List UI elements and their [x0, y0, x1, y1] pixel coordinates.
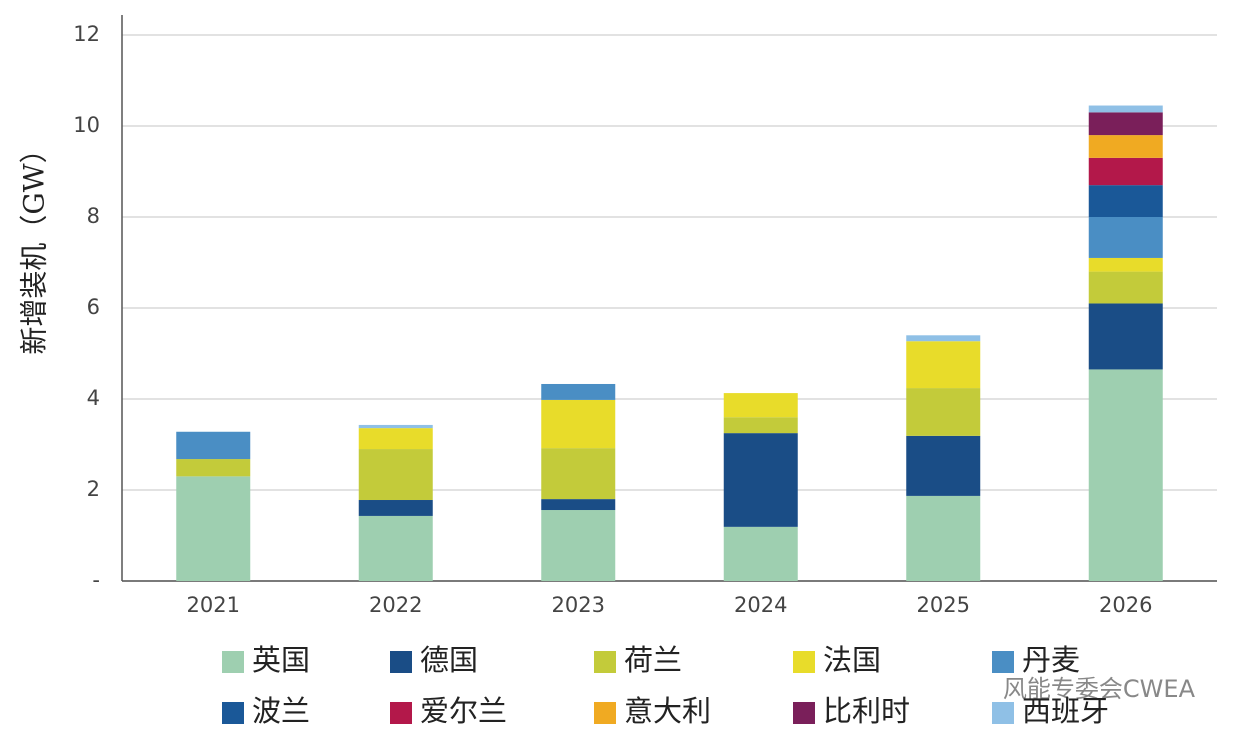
bar-segment — [1088, 303, 1163, 370]
y-tick-label: 8 — [87, 204, 100, 228]
y-tick-label: 12 — [73, 22, 100, 46]
legend-label: 丹麦 — [1022, 643, 1080, 677]
bar-segment — [176, 459, 251, 477]
bar-segment — [906, 335, 981, 342]
bar-segment — [541, 399, 616, 449]
bar-segment — [723, 526, 798, 581]
legend-label: 法国 — [823, 643, 881, 677]
legend-swatch — [793, 702, 815, 724]
y-tick-label: 2 — [87, 477, 100, 501]
legend-swatch — [992, 702, 1014, 724]
legend-swatch — [222, 651, 244, 673]
bar-segment — [906, 388, 981, 436]
y-tick-label: 4 — [87, 386, 100, 410]
x-tick-label: 2023 — [552, 593, 605, 617]
legend-swatch — [390, 702, 412, 724]
bar-segment — [541, 448, 616, 500]
legend-swatch — [222, 702, 244, 724]
legend-label: 比利时 — [823, 694, 910, 728]
bar-segment — [1088, 112, 1163, 136]
bar-segment — [906, 435, 981, 496]
bar-segment — [358, 424, 433, 429]
bar-segment — [541, 510, 616, 581]
bar-segment — [1088, 105, 1163, 113]
legend-label: 德国 — [420, 643, 478, 677]
bar-segment — [1088, 135, 1163, 158]
bar-segment — [1088, 185, 1163, 217]
bar-segment — [358, 515, 433, 581]
legend-label: 荷兰 — [624, 643, 682, 677]
bar-segment — [176, 431, 251, 460]
bar-segment — [1088, 217, 1163, 258]
y-tick-label: 6 — [87, 295, 100, 319]
bar-segment — [358, 500, 433, 516]
x-tick-label: 2026 — [1099, 593, 1152, 617]
bar-segment — [358, 449, 433, 501]
bar-segment — [1088, 257, 1163, 272]
x-tick-label: 2022 — [369, 593, 422, 617]
bar-segment — [723, 417, 798, 434]
watermark: 风能专委会CWEA — [1003, 675, 1196, 703]
x-tick-label: 2024 — [734, 593, 787, 617]
x-tick-label: 2025 — [917, 593, 970, 617]
y-axis-label: 新增装机（GW） — [18, 135, 51, 354]
bar-segment — [541, 383, 616, 400]
bar-segment — [176, 476, 251, 581]
y-tick-label: 10 — [73, 113, 100, 137]
y-tick-label: - — [92, 568, 100, 592]
bar-segment — [1088, 157, 1163, 186]
legend-swatch — [594, 702, 616, 724]
legend-swatch — [992, 651, 1014, 673]
legend-label: 意大利 — [624, 694, 711, 728]
bar-segment — [1088, 369, 1163, 581]
legend-label: 波兰 — [252, 694, 310, 728]
x-tick-label: 2021 — [187, 593, 240, 617]
bar-segment — [541, 499, 616, 511]
legend-label: 西班牙 — [1022, 694, 1109, 728]
legend-label: 英国 — [252, 643, 310, 677]
legend-label: 爱尔兰 — [420, 694, 507, 728]
bar-segment — [906, 341, 981, 389]
legend-swatch — [793, 651, 815, 673]
legend-swatch — [390, 651, 412, 673]
bar-segment — [723, 433, 798, 527]
bar-segment — [723, 393, 798, 418]
legend-swatch — [594, 651, 616, 673]
bar-segment — [906, 495, 981, 581]
bar-segment — [1088, 271, 1163, 304]
bar-segment — [358, 428, 433, 450]
